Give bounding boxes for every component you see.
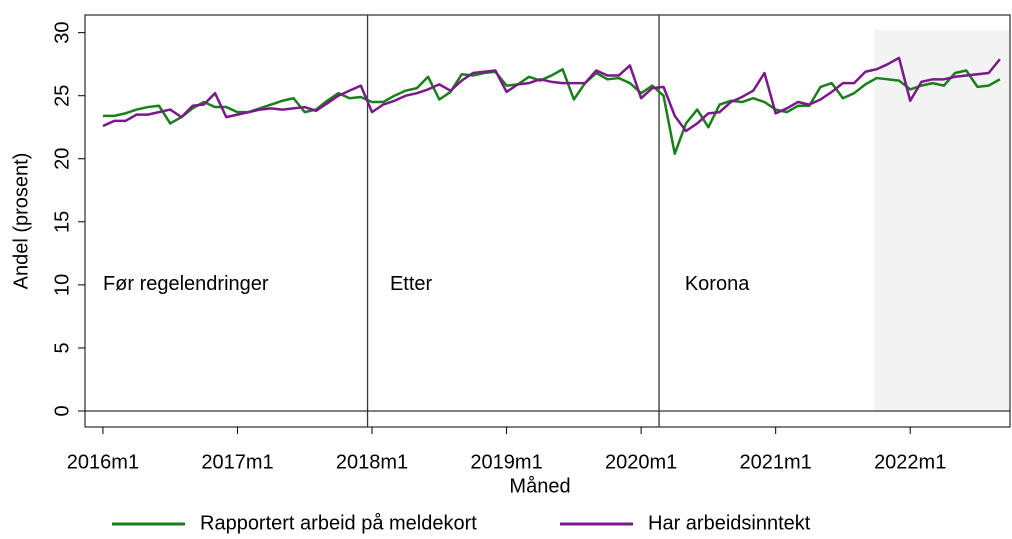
legend-label: Har arbeidsinntekt	[648, 512, 811, 534]
annotation: Etter	[390, 273, 433, 295]
y-tick-label: 15	[51, 211, 73, 233]
y-tick-label: 30	[51, 22, 73, 44]
y-axis-title: Andel (prosent)	[10, 153, 32, 290]
x-tick-label: 2019m1	[470, 451, 542, 473]
annotation: Før regelendringer	[103, 273, 269, 295]
x-tick-label: 2021m1	[740, 451, 812, 473]
annotation: Korona	[685, 273, 750, 295]
x-tick-label: 2016m1	[67, 451, 139, 473]
shaded-region	[874, 30, 1009, 411]
y-tick-label: 20	[51, 148, 73, 170]
y-tick-label: 5	[51, 342, 73, 353]
x-tick-label: 2017m1	[201, 451, 273, 473]
x-tick-label: 2022m1	[874, 451, 946, 473]
plot-frame	[84, 14, 1011, 428]
y-tick-label: 0	[51, 405, 73, 416]
legend-label: Rapportert arbeid på meldekort	[200, 512, 477, 534]
y-tick-label: 25	[51, 85, 73, 107]
series-line	[102, 56, 1001, 133]
x-tick-label: 2020m1	[605, 451, 677, 473]
x-axis-title: Måned	[509, 475, 570, 497]
x-tick-label: 2018m1	[336, 451, 408, 473]
y-tick-label: 10	[51, 274, 73, 296]
